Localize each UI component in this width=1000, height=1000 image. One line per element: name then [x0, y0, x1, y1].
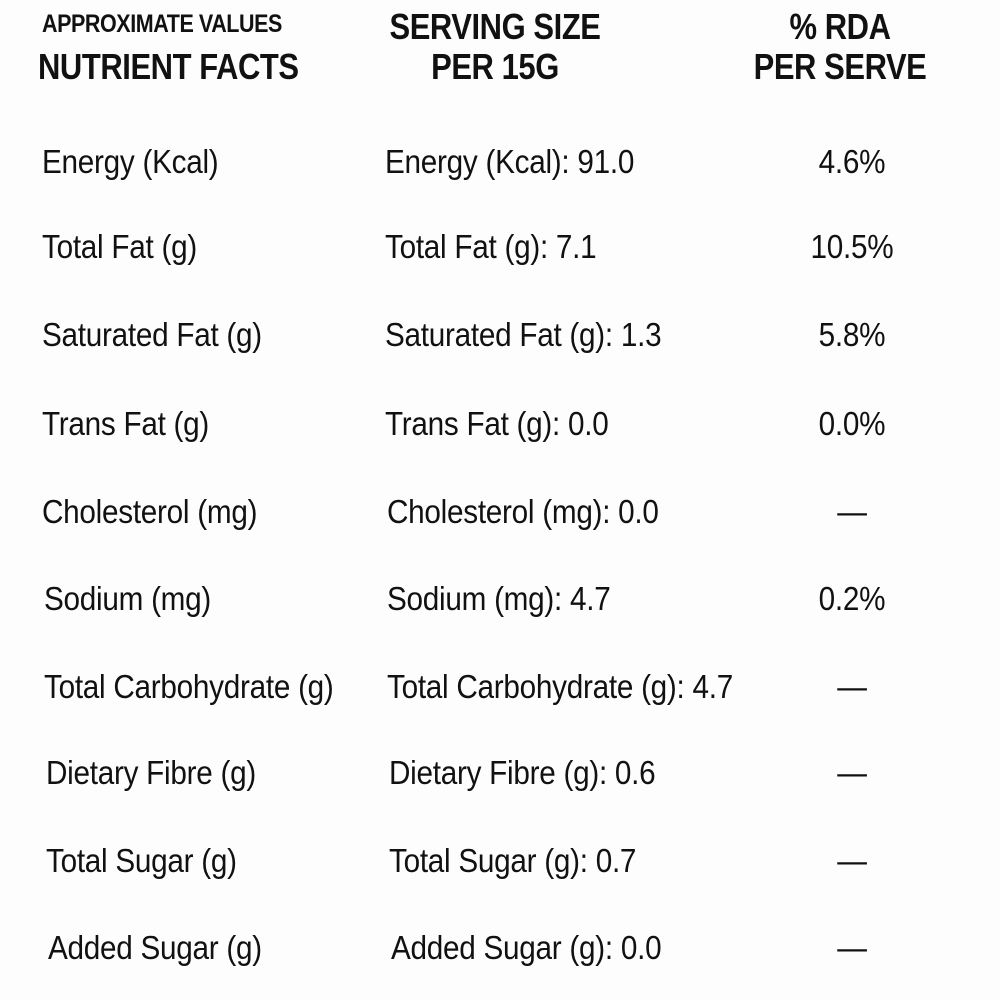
header-approximate-values: APPROXIMATE VALUES — [42, 10, 282, 38]
serving-value: Sodium (mg): 4.7 — [387, 580, 611, 617]
table-row: Total Carbohydrate (g) Total Carbohydrate… — [0, 668, 1000, 728]
nutrient-name: Saturated Fat (g) — [42, 316, 262, 353]
serving-value: Dietary Fibre (g): 0.6 — [389, 754, 656, 791]
table-row: Total Sugar (g) Total Sugar (g): 0.7 — — [0, 842, 1000, 902]
serving-value: Trans Fat (g): 0.0 — [385, 405, 609, 442]
rda-percent: 5.8% — [818, 316, 886, 353]
header-per-15g: PER 15G — [431, 46, 559, 87]
rda-percent: 0.0% — [818, 405, 886, 442]
rda-percent: 4.6% — [818, 143, 886, 180]
serving-value: Total Carbohydrate (g): 4.7 — [387, 668, 733, 705]
header-nutrient-facts: NUTRIENT FACTS — [38, 46, 299, 87]
nutrient-name: Dietary Fibre (g) — [46, 754, 256, 791]
header-rda: % RDA — [789, 6, 891, 47]
serving-value: Energy (Kcal): 91.0 — [385, 143, 635, 180]
table-row: Added Sugar (g) Added Sugar (g): 0.0 — — [0, 929, 1000, 989]
serving-value: Cholesterol (mg): 0.0 — [387, 493, 659, 530]
rda-percent: — — [837, 754, 867, 791]
rda-percent: — — [837, 842, 867, 879]
table-row: Saturated Fat (g) Saturated Fat (g): 1.3 5… — [0, 316, 1000, 376]
nutrient-name: Added Sugar (g) — [48, 929, 262, 966]
nutrient-name: Total Carbohydrate (g) — [44, 668, 334, 705]
rda-percent: 10.5% — [810, 228, 894, 265]
table-row: Total Fat (g) Total Fat (g): 7.1 10.5% — [0, 228, 1000, 288]
serving-value: Total Sugar (g): 0.7 — [389, 842, 637, 879]
nutrient-name: Energy (Kcal) — [42, 143, 219, 180]
header-per-serve: PER SERVE — [753, 46, 927, 87]
rda-percent: — — [837, 929, 867, 966]
table-row: Dietary Fibre (g) Dietary Fibre (g): 0.6 — — [0, 754, 1000, 814]
nutrient-name: Total Fat (g) — [42, 228, 197, 265]
nutrient-name: Total Sugar (g) — [46, 842, 237, 879]
rda-percent: — — [837, 493, 867, 530]
table-row: Energy (Kcal) Energy (Kcal): 91.0 4.6% — [0, 143, 1000, 203]
rda-percent: — — [837, 668, 867, 705]
nutrient-name: Cholesterol (mg) — [42, 493, 258, 530]
serving-value: Saturated Fat (g): 1.3 — [385, 316, 662, 353]
table-row: Trans Fat (g) Trans Fat (g): 0.0 0.0% — [0, 405, 1000, 465]
rda-percent: 0.2% — [818, 580, 886, 617]
table-row: Sodium (mg) Sodium (mg): 4.7 0.2% — [0, 580, 1000, 640]
serving-value: Added Sugar (g): 0.0 — [391, 929, 662, 966]
nutrient-name: Sodium (mg) — [44, 580, 212, 617]
serving-value: Total Fat (g): 7.1 — [385, 228, 597, 265]
table-row: Cholesterol (mg) Cholesterol (mg): 0.0 — — [0, 493, 1000, 553]
nutrient-name: Trans Fat (g) — [42, 405, 210, 442]
header-serving-size: SERVING SIZE — [389, 6, 601, 47]
